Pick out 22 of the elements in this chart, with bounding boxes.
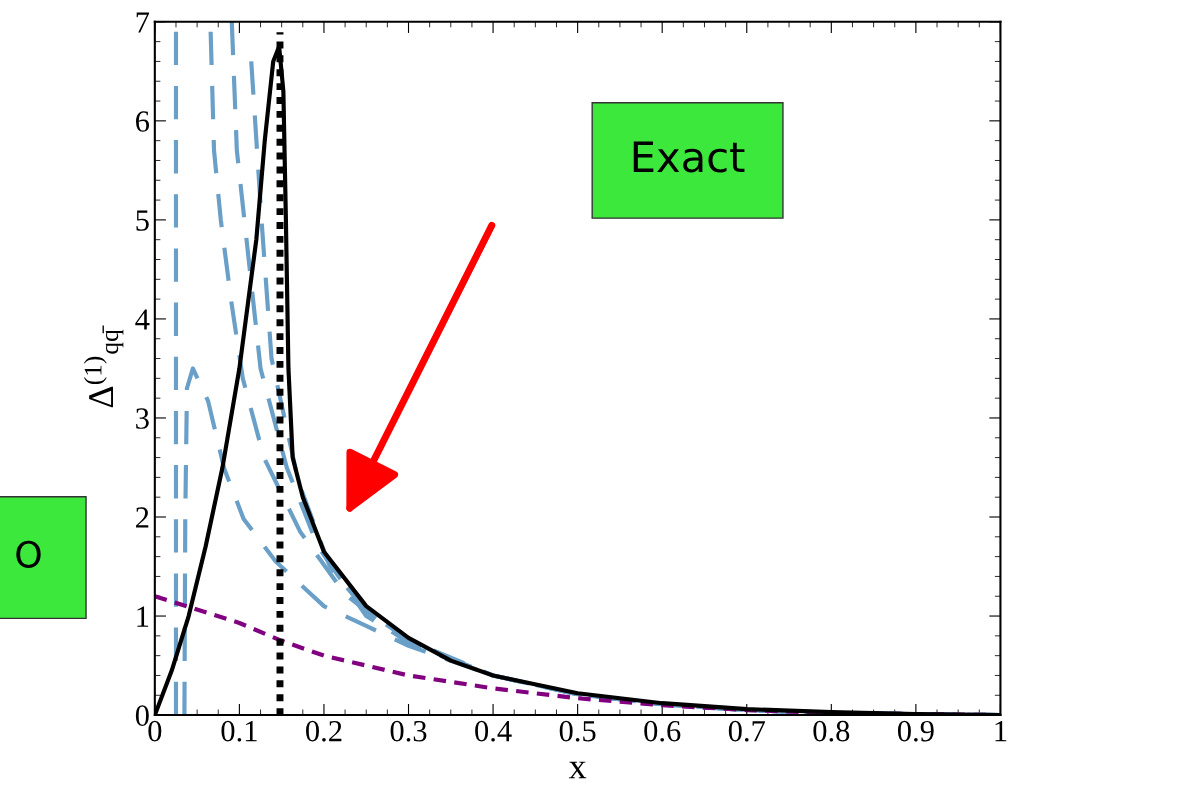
x-tick-label: 0.4	[475, 720, 512, 742]
x-tick-label: 0.5	[559, 720, 596, 742]
annotation: Exact	[633, 141, 745, 173]
y-tick-label: 0	[135, 705, 149, 726]
y-tick-label: 2	[136, 507, 149, 528]
y-tick-label: 5	[136, 210, 149, 231]
x-tick-label: 0.8	[813, 720, 850, 742]
x-tick-label: 0.2	[306, 720, 342, 742]
x-tick-label: 0.1	[221, 720, 257, 742]
x-tick-label: 0.6	[644, 720, 681, 742]
y-tick-label: 7	[136, 12, 150, 33]
y-axis-title: Δ$^{(1)}$$_{qq̄}$	[83, 325, 124, 408]
x-tick-label: 0.7	[728, 720, 765, 742]
x-tick-label: 1	[995, 720, 1007, 742]
y-tick-label: 6	[136, 111, 150, 132]
text: O	[16, 540, 41, 568]
y-tick-label: 1	[137, 606, 149, 627]
x-axis-title: x	[568, 761, 587, 779]
y-tick-label: 3	[136, 408, 149, 429]
x-tick-label: 0.9	[897, 720, 934, 742]
y-tick-label: 4	[135, 309, 150, 330]
x-tick-label: 0.3	[390, 720, 427, 742]
